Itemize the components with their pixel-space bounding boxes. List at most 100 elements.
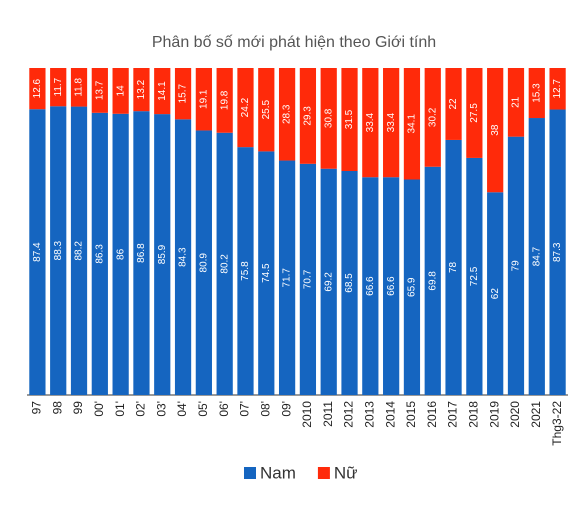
bar-segment xyxy=(216,68,233,133)
value-label: 13.2 xyxy=(136,79,147,99)
value-label: 38 xyxy=(490,124,501,136)
bar-segment xyxy=(445,68,462,140)
bar-segment xyxy=(29,109,46,396)
x-tick-label: 07' xyxy=(238,401,252,417)
bar-segment xyxy=(507,136,525,396)
x-tick-label: 09' xyxy=(279,401,293,417)
value-label: 84.3 xyxy=(178,247,189,267)
value-label: 69.8 xyxy=(427,271,438,291)
value-label: 21 xyxy=(511,96,522,108)
value-label: 70.7 xyxy=(303,269,314,289)
x-tick-label: 2014 xyxy=(383,401,397,428)
value-label: 65.9 xyxy=(407,277,418,297)
value-label: 88.2 xyxy=(74,241,85,261)
bar-segment xyxy=(237,68,254,148)
x-tick-label: 2021 xyxy=(529,401,543,428)
bar-segment xyxy=(195,130,212,395)
value-label: 79 xyxy=(511,260,522,272)
bar-segment xyxy=(424,166,441,395)
bar-segment xyxy=(50,68,67,107)
bar-segment xyxy=(341,171,358,395)
x-tick-label: 00' xyxy=(92,401,106,417)
x-tick-label: 2016 xyxy=(425,401,439,428)
value-label: 30.8 xyxy=(323,108,334,128)
bar-segment xyxy=(507,68,525,137)
bar-segment xyxy=(112,68,129,114)
x-tick-label: 08' xyxy=(258,401,272,417)
value-label: 11.8 xyxy=(74,78,85,97)
value-label: 72.5 xyxy=(469,266,480,286)
x-tick-label: 05' xyxy=(196,401,210,417)
value-label: 80.2 xyxy=(219,254,230,274)
bar-segment xyxy=(70,68,88,107)
value-label: 85.9 xyxy=(157,244,168,264)
x-tick-label: 2020 xyxy=(508,401,522,428)
bar-segment xyxy=(362,68,379,178)
value-label: 19.8 xyxy=(219,90,230,110)
bar-segment xyxy=(133,68,150,112)
bar-segment xyxy=(174,68,192,120)
x-tick-label: 2012 xyxy=(342,401,356,428)
x-tick-label: 97 xyxy=(30,401,44,415)
value-label: 80.9 xyxy=(199,253,210,273)
bar-segment xyxy=(237,147,254,395)
value-label: 74.5 xyxy=(261,263,272,283)
x-tick-label: 2011 xyxy=(321,401,335,427)
value-label: 12.6 xyxy=(32,78,43,98)
value-label: 25.5 xyxy=(261,100,272,120)
value-label: 31.5 xyxy=(344,109,355,129)
bar-segment xyxy=(216,132,233,395)
value-label: 84.7 xyxy=(531,246,542,266)
legend-label: Nam xyxy=(260,463,296,482)
value-label: 15.3 xyxy=(531,83,542,103)
value-label: 86.3 xyxy=(94,244,105,264)
value-label: 88.3 xyxy=(53,240,64,260)
legend-label: Nữ xyxy=(334,463,358,482)
x-tick-label: 04' xyxy=(175,401,189,417)
bar-segment xyxy=(174,119,192,396)
value-label: 86 xyxy=(115,248,126,260)
bar-segment xyxy=(91,112,108,395)
bar-segment xyxy=(528,68,545,119)
value-label: 66.6 xyxy=(365,276,376,296)
value-label: 13.7 xyxy=(94,80,105,100)
bar-segment xyxy=(466,68,483,158)
bar-segment xyxy=(70,106,88,395)
bar-segment xyxy=(466,157,483,395)
bar-segment xyxy=(320,68,337,169)
bar-segment xyxy=(320,168,337,395)
value-label: 86.8 xyxy=(136,243,147,263)
chart-title: Phân bố số mới phát hiện theo Giới tính xyxy=(152,34,436,51)
bar-segment xyxy=(549,68,566,110)
x-tick-label: 2017 xyxy=(446,401,460,428)
bar-segment xyxy=(528,118,545,395)
legend-swatch xyxy=(244,467,256,479)
bar-segment xyxy=(195,68,212,131)
value-label: 24.2 xyxy=(240,97,251,117)
bar-segment xyxy=(341,68,358,172)
x-tick-label: 03' xyxy=(154,401,168,417)
value-label: 87.3 xyxy=(552,242,563,262)
value-label: 87.4 xyxy=(32,242,43,262)
x-tick-label: 2019 xyxy=(487,401,501,428)
x-tick-label: 2015 xyxy=(404,401,418,428)
value-label: 14.1 xyxy=(157,81,168,101)
value-label: 34.1 xyxy=(407,114,418,134)
bar-segment xyxy=(299,68,317,164)
x-tick-label: 2013 xyxy=(362,401,376,428)
x-tick-label: 06' xyxy=(217,401,231,417)
value-label: 27.5 xyxy=(469,103,480,123)
value-label: 14 xyxy=(115,85,126,97)
bar-segment xyxy=(383,68,400,178)
value-label: 71.7 xyxy=(282,268,293,288)
bar-segment xyxy=(154,114,171,396)
value-label: 75.8 xyxy=(240,261,251,281)
bar-segment xyxy=(299,163,317,395)
value-label: 12.7 xyxy=(552,79,563,99)
value-label: 11.7 xyxy=(53,77,64,96)
bar-segment xyxy=(133,111,150,395)
x-tick-label: 2010 xyxy=(300,401,314,428)
bar-segment xyxy=(383,177,400,395)
